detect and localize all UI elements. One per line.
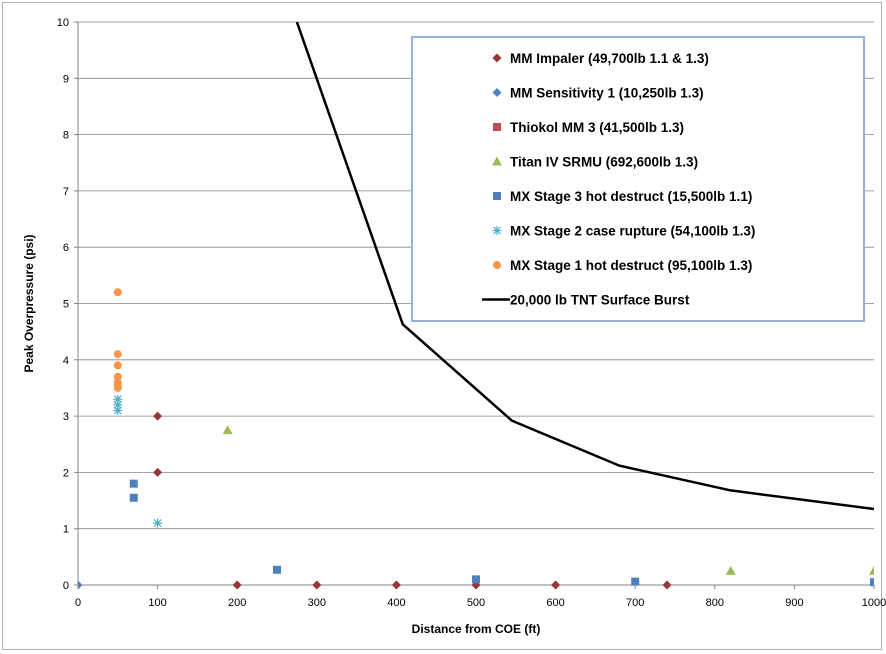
legend-entry-7: MX Stage 1 hot destruct (95,100lb 1.3) [510,258,752,273]
x-tick-label: 800 [706,597,724,609]
x-tick-label: 300 [308,597,326,609]
x-axis-title: Distance from COE (ft) [412,622,541,636]
data-point-series-7 [113,288,122,297]
legend-entry-8: 20,000 lb TNT Surface Burst [510,293,690,308]
data-point-series-7 [113,350,122,359]
data-point-series-5 [129,479,138,488]
plot-area [78,22,874,590]
x-tick-label: 900 [785,597,803,609]
x-tick-label: 600 [546,597,564,609]
y-tick-label: 9 [63,73,69,85]
y-tick-labels: 0 1 2 3 4 5 6 7 8 9 10 [57,17,69,592]
legend-marker-7 [493,261,501,269]
y-tick-label: 3 [63,411,69,423]
data-point-series-5 [631,577,640,586]
data-point-series-7 [113,361,122,370]
legend-marker-5 [493,192,501,200]
legend-marker-4 [492,156,502,166]
data-point-series-2 [78,580,83,590]
legend-marker-1 [492,53,502,63]
data-point-series-1 [662,580,672,590]
x-tick-label: 200 [228,597,246,609]
legend-entry-5: MX Stage 3 hot destruct (15,500lb 1.1) [510,189,752,204]
data-point-series-5 [472,575,480,584]
x-tick-label: 500 [467,597,485,609]
data-point-series-5 [870,578,874,587]
data-point-series-1 [312,580,322,590]
legend: MM Impaler (49,700lb 1.1 & 1.3) MM Sensit… [411,36,865,322]
x-tick-label: 1000 [862,597,886,609]
legend-entry-6: MX Stage 2 case rupture (54,100lb 1.3) [510,224,755,239]
legend-marker-3 [493,123,501,131]
y-tick-label: 2 [63,467,69,479]
x-tick-label: 400 [387,597,405,609]
data-point-series-6 [113,400,123,410]
data-point-series-7 [113,383,122,392]
y-tick-label: 5 [63,299,69,311]
data-point-series-5 [129,493,138,502]
y-tick-label: 4 [63,355,69,367]
x-tick-label: 700 [626,597,644,609]
legend-box [411,36,865,322]
data-point-series-6 [153,518,163,528]
legend-entry-1: MM Impaler (49,700lb 1.1 & 1.3) [510,51,709,66]
data-point-series-1 [391,580,401,590]
data-point-series-1 [232,580,242,590]
y-tick-label: 1 [63,524,69,536]
series-line-tnt-burst [295,22,874,511]
x-tick-labels: 0 100 200 300 400 500 600 700 800 900 1000 [75,597,886,609]
x-tick-label: 0 [75,597,81,609]
y-tick-label: 10 [57,17,69,29]
y-tick-label: 8 [63,130,69,142]
legend-marker-2 [492,88,502,97]
legend-entry-2: MM Sensitivity 1 (10,250lb 1.3) [510,86,704,101]
legend-entry-3: Thiokol MM 3 (41,500lb 1.3) [510,120,684,135]
data-point-series-1 [153,411,163,421]
y-tick-label: 7 [63,186,69,198]
y-tick-label: 0 [63,580,69,592]
data-point-series-4 [725,565,736,575]
y-tick-label: 6 [63,242,69,254]
data-point-series-4 [222,425,233,435]
legend-entry-4: Titan IV SRMU (692,600lb 1.3) [510,155,698,170]
data-point-series-7 [113,372,122,381]
data-point-series-5 [273,565,281,574]
data-point-series-4 [869,565,874,575]
legend-marker-6 [492,226,502,235]
y-axis-title: Peak Overpressure (psi) [22,234,36,372]
data-point-series-1 [153,467,163,477]
data-point-series-1 [551,580,561,590]
data-point-series-6 [113,405,123,415]
x-tick-label: 100 [148,597,166,609]
